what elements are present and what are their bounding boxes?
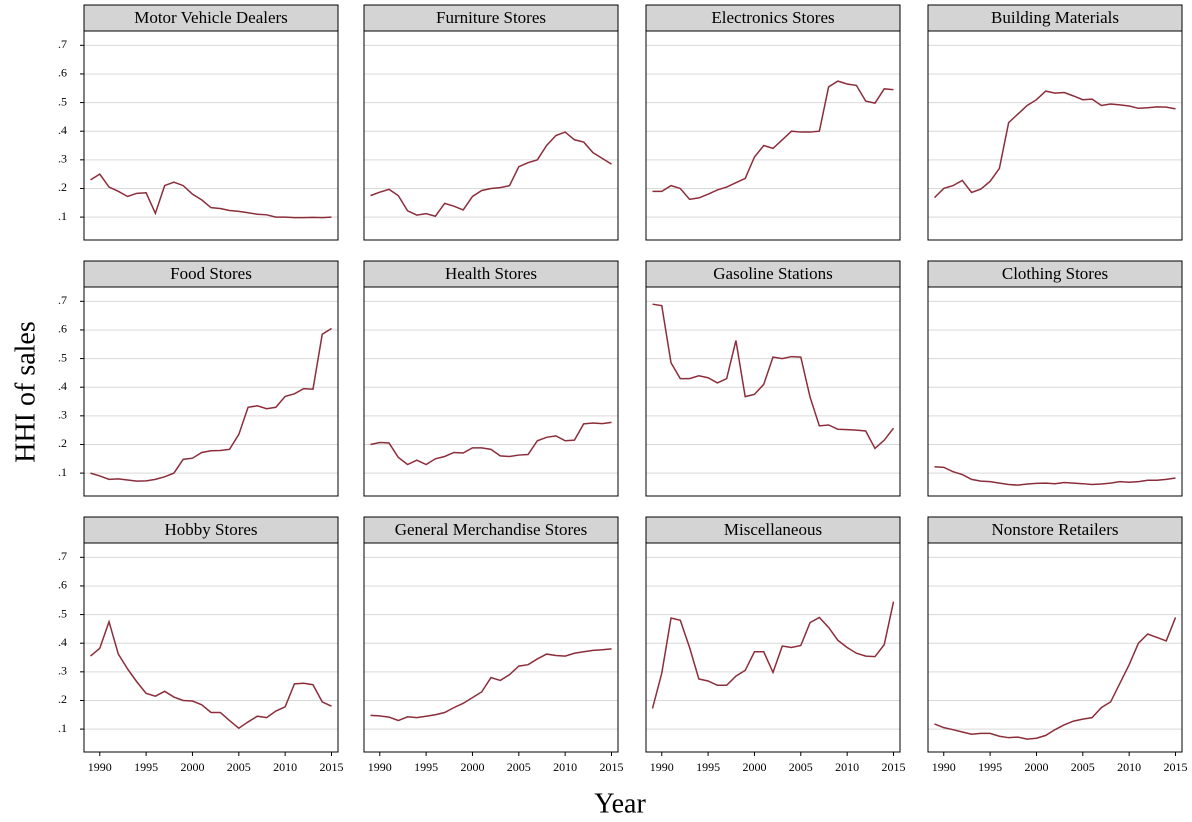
series-line	[370, 421, 612, 466]
x-tick-label: 1990	[932, 760, 956, 774]
plot-frame	[363, 286, 619, 497]
x-tick-label: 1990	[88, 760, 112, 774]
x-tick-label: 1990	[650, 760, 674, 774]
panel-header	[645, 4, 901, 32]
series-line	[370, 648, 612, 722]
series-line	[651, 601, 895, 709]
y-tick-label: .4	[58, 123, 67, 137]
series-line	[370, 131, 612, 218]
panel-title: Food Stores	[170, 264, 252, 283]
x-tick-label: 2010	[1117, 760, 1141, 774]
panel-header	[927, 260, 1183, 288]
y-tick-label: .2	[58, 692, 67, 706]
x-tick-label: 1995	[978, 760, 1002, 774]
plot-frame	[645, 542, 901, 753]
x-axis-label: Year	[594, 788, 646, 819]
plot-frame	[83, 30, 339, 241]
y-tick-label: .6	[58, 322, 67, 336]
panel-title: Building Materials	[991, 8, 1119, 27]
x-tick-label: 1995	[414, 760, 438, 774]
panel-header	[363, 260, 619, 288]
plot-frame	[927, 286, 1183, 497]
series-line	[934, 466, 1176, 486]
plot-frame	[645, 286, 901, 497]
y-tick-label: .1	[58, 721, 67, 735]
x-tick-label: 2010	[553, 760, 577, 774]
plot-frame	[927, 542, 1183, 753]
panel-title: Nonstore Retailers	[992, 520, 1119, 539]
panel-title: Health Stores	[445, 264, 537, 283]
x-tick-label: 2015	[1164, 760, 1188, 774]
series-line	[90, 327, 332, 482]
series-line	[90, 619, 332, 730]
panel-title: Miscellaneous	[724, 520, 822, 539]
panel-header	[363, 516, 619, 544]
x-tick-label: 2005	[1071, 760, 1095, 774]
plot-frame	[927, 30, 1183, 241]
y-tick-label: .1	[58, 465, 67, 479]
x-tick-label: 2000	[742, 760, 766, 774]
y-tick-label: .5	[58, 606, 67, 620]
x-tick-label: 2010	[273, 760, 297, 774]
panel-header	[83, 516, 339, 544]
x-tick-label: 2005	[507, 760, 531, 774]
y-tick-label: .7	[58, 37, 67, 51]
y-tick-label: .6	[58, 66, 67, 80]
x-tick-label: 2010	[835, 760, 859, 774]
panel-header	[83, 4, 339, 32]
y-axis-label: HHI of sales	[10, 321, 41, 463]
panel-header	[83, 260, 339, 288]
x-tick-label: 1995	[134, 760, 158, 774]
plot-frame	[645, 30, 901, 241]
x-tick-label: 2005	[227, 760, 251, 774]
x-tick-label: 1995	[696, 760, 720, 774]
y-tick-label: .2	[58, 436, 67, 450]
panel-title: Motor Vehicle Dealers	[134, 8, 288, 27]
x-tick-label: 2015	[320, 760, 344, 774]
series-line	[933, 90, 1176, 199]
panel-title: Furniture Stores	[436, 8, 546, 27]
plot-frame	[363, 542, 619, 753]
x-tick-label: 2000	[460, 760, 484, 774]
series-line	[90, 173, 332, 219]
y-tick-label: .7	[58, 549, 67, 563]
panel-header	[645, 516, 901, 544]
series-line	[652, 303, 895, 450]
plot-frame	[363, 30, 619, 241]
x-tick-label: 2005	[789, 760, 813, 774]
x-tick-label: 2015	[600, 760, 624, 774]
panel-title: Electronics Stores	[711, 8, 834, 27]
y-tick-label: .5	[58, 94, 67, 108]
y-tick-label: .1	[58, 209, 67, 223]
x-tick-label: 2000	[1024, 760, 1048, 774]
plot-frame	[83, 542, 339, 753]
y-tick-label: .4	[58, 635, 67, 649]
series-line	[652, 80, 894, 201]
panel-header	[363, 4, 619, 32]
series-line	[934, 617, 1177, 740]
y-tick-label: .2	[58, 180, 67, 194]
y-tick-label: .5	[58, 350, 67, 364]
panel-title: Gasoline Stations	[713, 264, 832, 283]
panel-title: Clothing Stores	[1002, 264, 1108, 283]
y-tick-label: .7	[58, 293, 67, 307]
y-tick-label: .6	[58, 578, 67, 592]
plot-frame	[83, 286, 339, 497]
y-tick-label: .4	[58, 379, 67, 393]
x-tick-label: 2015	[882, 760, 906, 774]
panel-title: Hobby Stores	[164, 520, 257, 539]
y-tick-label: .3	[58, 408, 67, 422]
x-tick-label: 2000	[180, 760, 204, 774]
panel-title: General Merchandise Stores	[395, 520, 588, 539]
x-tick-label: 1990	[368, 760, 392, 774]
y-tick-label: .3	[58, 152, 67, 166]
y-tick-label: .3	[58, 664, 67, 678]
